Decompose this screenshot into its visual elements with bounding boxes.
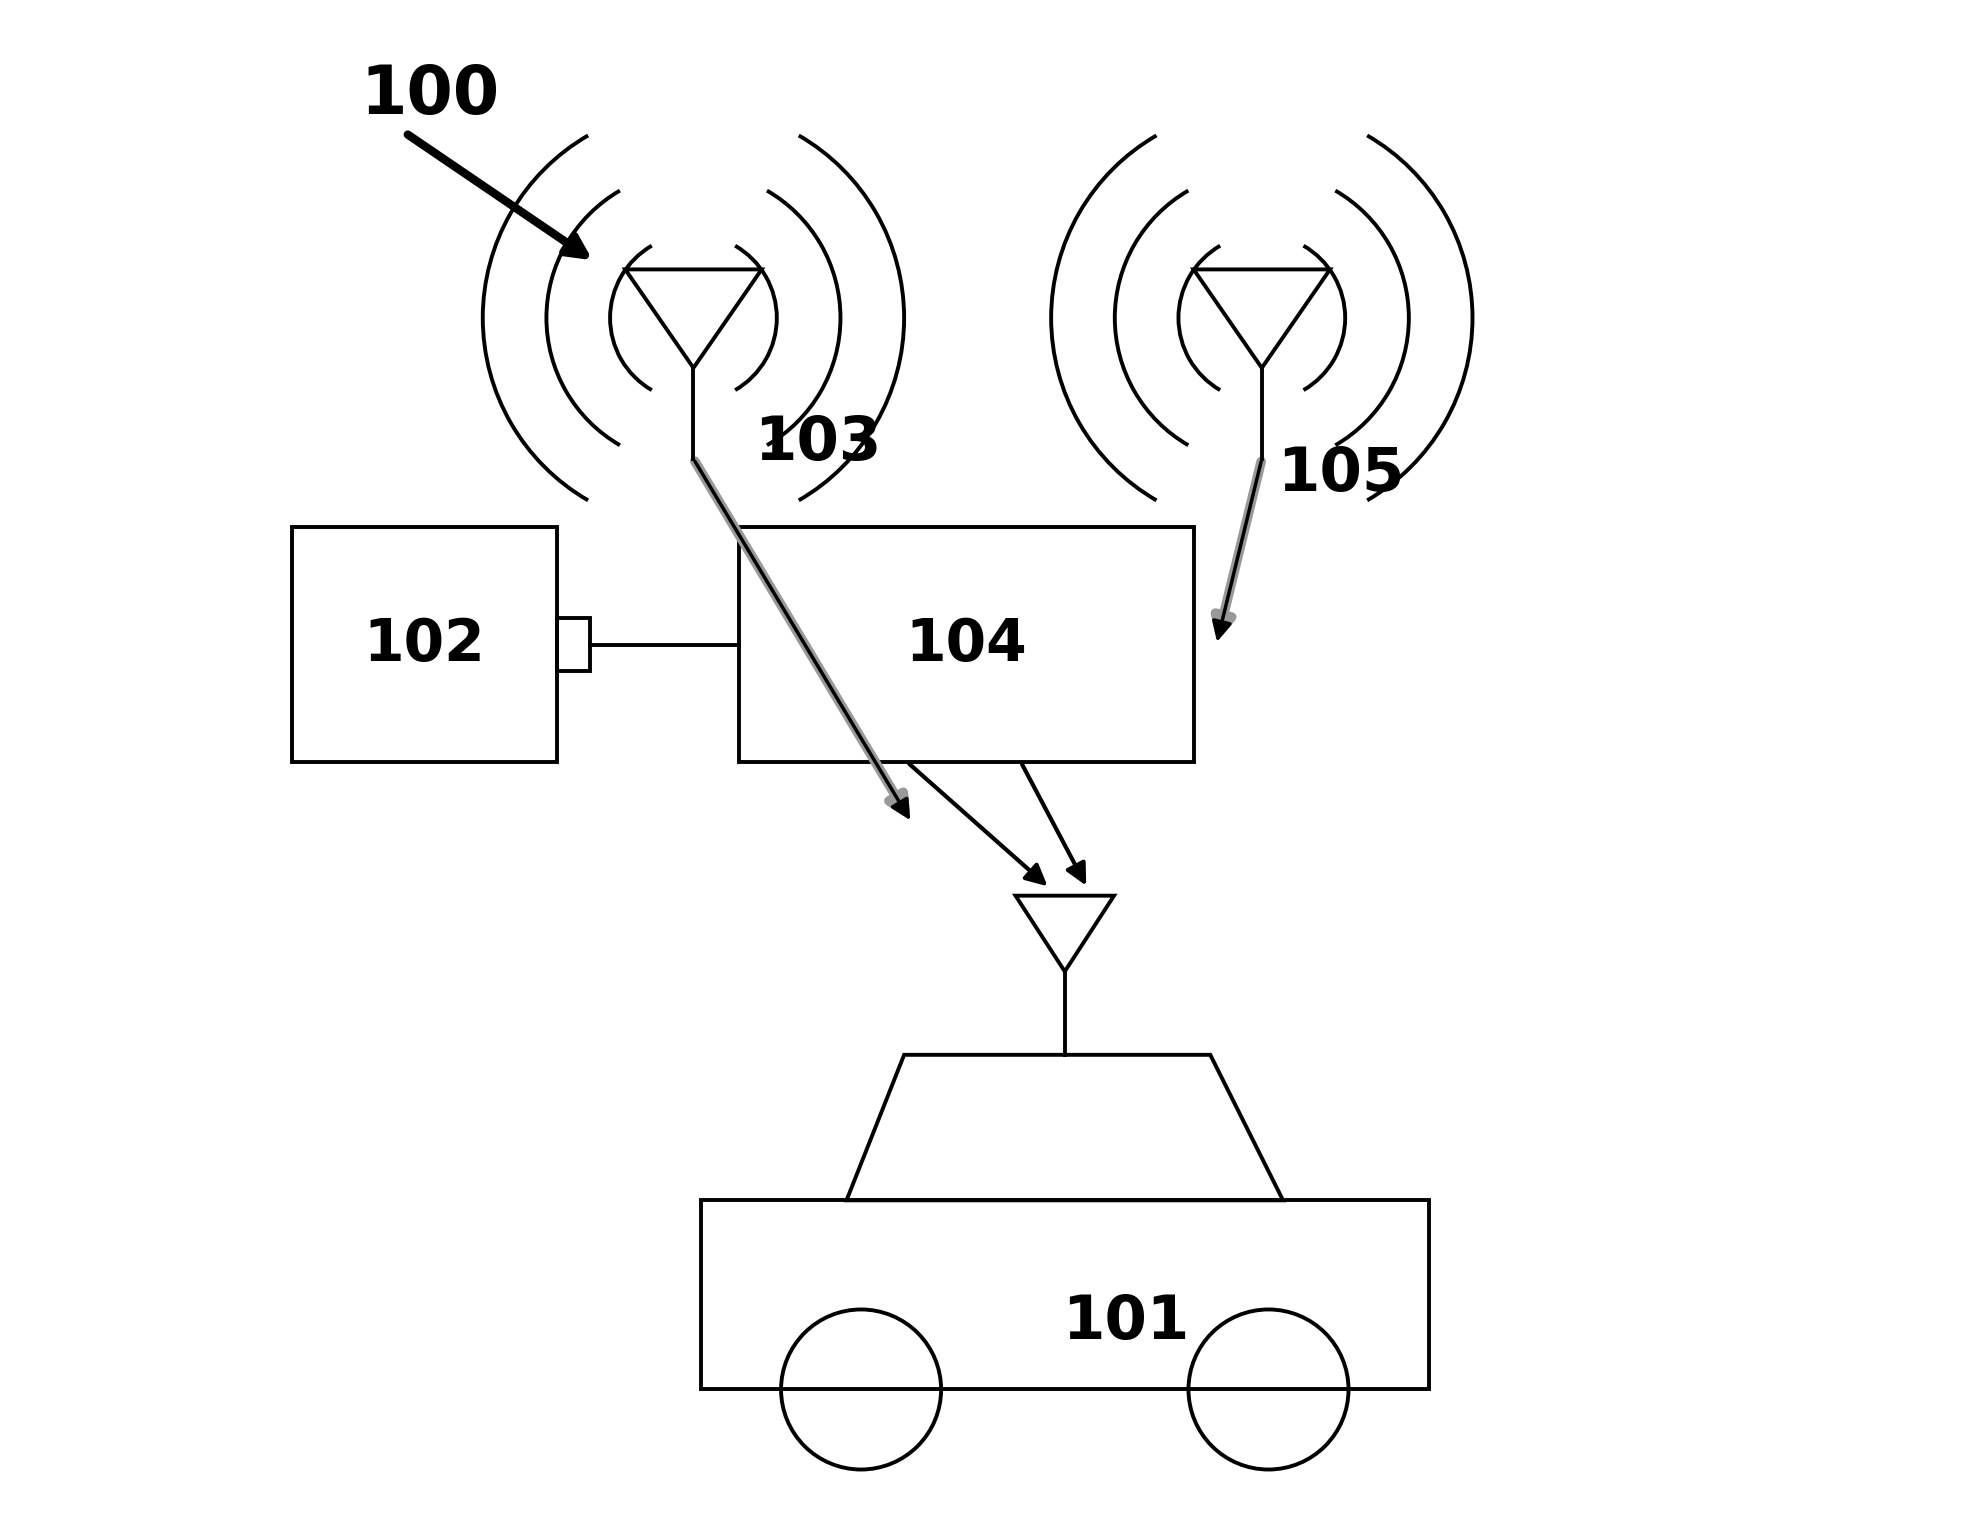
Text: 100: 100 [360, 62, 498, 128]
Text: 105: 105 [1278, 445, 1404, 503]
Text: 101: 101 [1062, 1294, 1189, 1352]
Bar [558, 619, 589, 671]
Bar [700, 1201, 1428, 1390]
Text: 103: 103 [754, 415, 882, 474]
Text: 102: 102 [364, 616, 485, 674]
Bar [293, 527, 558, 762]
Text: 104: 104 [906, 616, 1027, 674]
Bar [740, 527, 1193, 762]
